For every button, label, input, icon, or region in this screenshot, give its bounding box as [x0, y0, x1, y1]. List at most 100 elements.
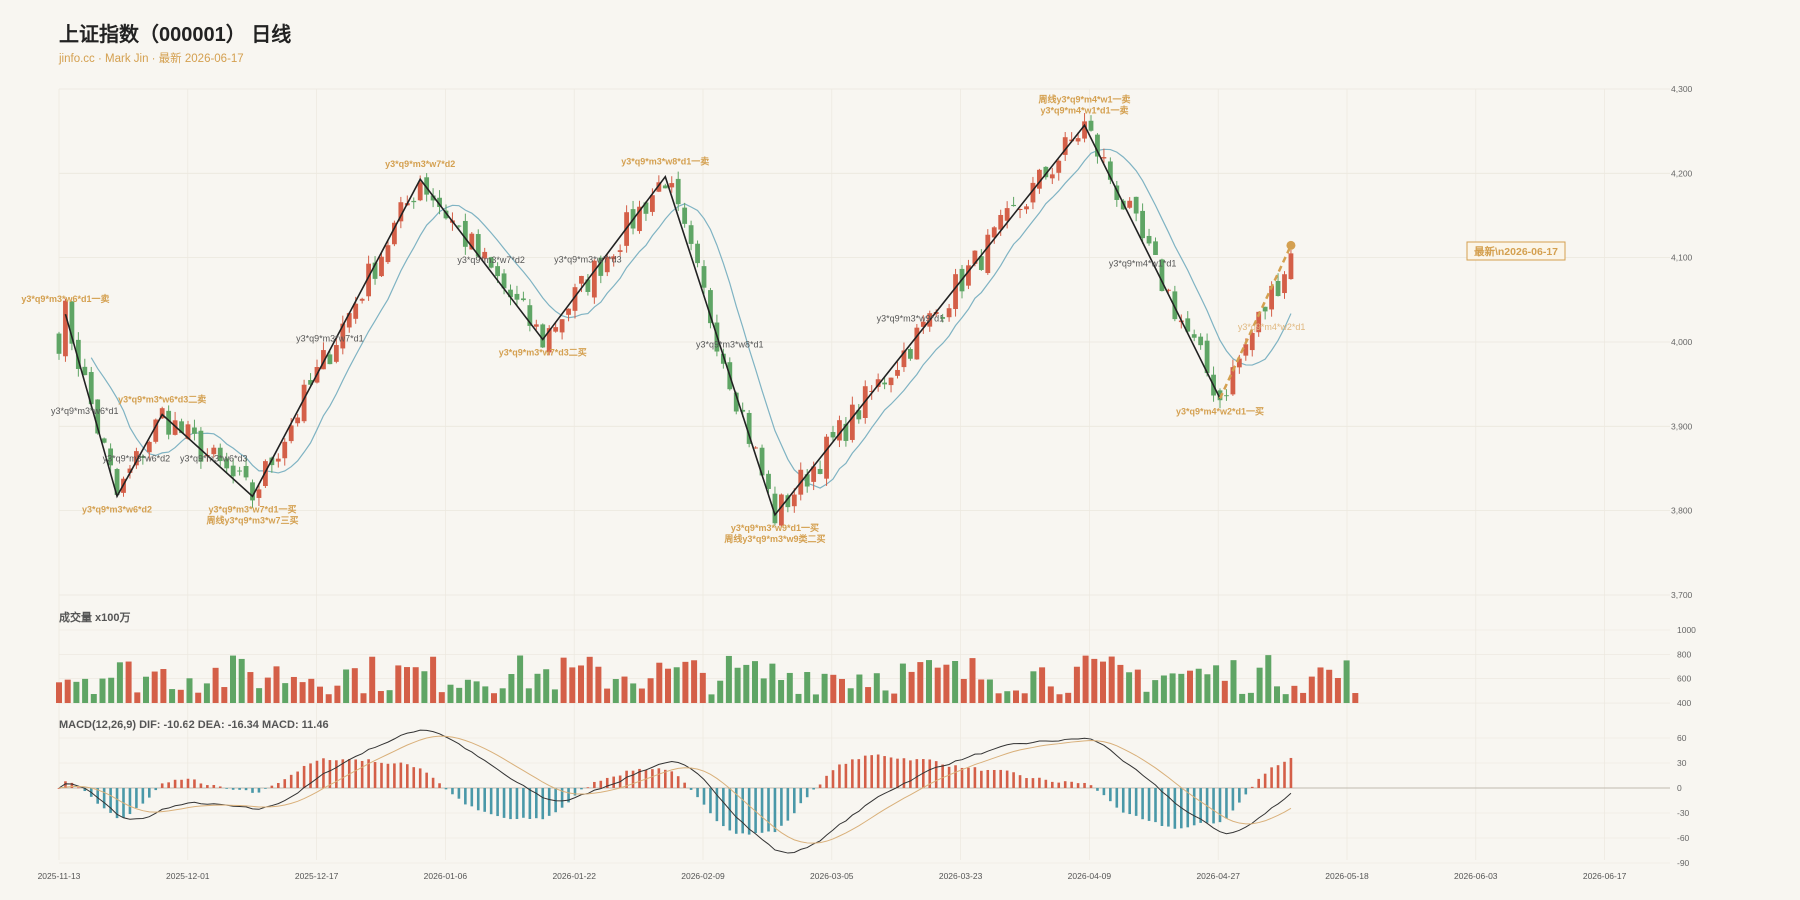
volume-bar — [186, 678, 193, 704]
candle-body — [301, 384, 307, 422]
volume-bar — [351, 668, 358, 704]
candle-body — [424, 177, 430, 195]
candle-body — [185, 424, 191, 439]
volume-bar — [334, 685, 341, 704]
macd-histogram-bar — [347, 759, 351, 788]
macd-histogram-bar — [515, 788, 519, 820]
candle-body — [662, 185, 668, 189]
candle-body — [772, 493, 778, 524]
candle-body — [243, 466, 249, 478]
macd-histogram-bar — [999, 769, 1002, 788]
annotation-label: y3*q9*m3*w8*d1 — [696, 340, 764, 350]
candle-body — [437, 197, 442, 207]
volume-tick-label: 1000 — [1677, 625, 1696, 635]
candle-body — [733, 392, 739, 412]
volume-bar — [421, 671, 428, 704]
volume-bar — [917, 662, 924, 704]
macd-histogram-bar — [180, 779, 183, 788]
volume-bar — [125, 661, 132, 704]
volume-bar — [734, 667, 741, 704]
volume-bar — [986, 679, 993, 704]
candle-body — [482, 251, 488, 259]
price-tick-label: 3,800 — [1671, 506, 1693, 516]
candle-body — [688, 225, 694, 244]
candle-body — [230, 465, 236, 477]
macd-histogram-bar — [128, 788, 132, 815]
candle-body — [1217, 390, 1223, 401]
macd-histogram-bar — [1283, 761, 1286, 788]
macd-histogram-bar — [747, 788, 751, 835]
candle-body — [475, 234, 481, 257]
axes: 4,300 4,200 4,100 4,000 3,900 3,800 3,700 2025-… — [38, 84, 1697, 881]
macd-histogram-bar — [109, 788, 112, 813]
candle-body — [888, 377, 894, 386]
candle-body — [379, 256, 384, 277]
volume-bar — [508, 674, 515, 704]
macd-histogram-bar — [1025, 778, 1028, 788]
candle-body — [611, 256, 617, 260]
macd-histogram-bar — [915, 759, 919, 788]
volume-bar — [543, 669, 550, 704]
volume-bar — [1274, 686, 1280, 704]
macd-histogram-bar — [1270, 767, 1273, 788]
candle-body — [75, 339, 81, 369]
macd-histogram-bar — [889, 757, 893, 788]
volume-bar — [1221, 680, 1228, 704]
macd-histogram-bar — [489, 788, 493, 815]
annotation-label: 周线y3*q9*m3*w9类二买 — [724, 533, 825, 544]
volume-title: 成交量 x100万 — [59, 610, 131, 624]
macd-histogram-bar — [1192, 788, 1196, 826]
volume-bar — [952, 660, 959, 704]
volume-bar — [960, 678, 967, 704]
volume-bar — [708, 694, 715, 704]
candle-body — [1101, 157, 1107, 159]
candle-body — [869, 391, 875, 393]
candle-body — [1043, 166, 1049, 178]
macd-histogram-bar — [367, 759, 370, 788]
candle-body — [327, 354, 333, 365]
macd-histogram-bar — [1263, 773, 1267, 788]
macd-histogram-bar — [1225, 788, 1228, 819]
volume-bar — [1021, 693, 1028, 704]
volume-bar — [1308, 676, 1315, 704]
volume-bar — [290, 676, 297, 704]
macd-histogram-bar — [148, 788, 151, 798]
candle-body — [804, 474, 810, 487]
macd-histogram-bar — [199, 783, 203, 788]
volume-bar — [1326, 669, 1333, 704]
macd-histogram-bar — [1257, 778, 1260, 788]
price-tick-label: 4,200 — [1671, 168, 1693, 178]
macd-histogram-bar — [1250, 786, 1254, 788]
macd-histogram-bar — [1147, 788, 1151, 821]
candle-body — [759, 447, 765, 476]
candle-body — [359, 298, 365, 301]
macd-histogram-bar — [1115, 788, 1119, 808]
candle-body — [1140, 210, 1145, 239]
volume-bar — [1256, 667, 1263, 704]
price-tick-label: 3,700 — [1671, 590, 1693, 600]
annotation-label: y3*q9*m4*w2*d1 — [1238, 322, 1306, 332]
candle-body — [908, 349, 913, 359]
candle-body — [1198, 336, 1204, 346]
volume-bar — [1352, 693, 1359, 704]
volume-bar — [647, 678, 654, 704]
annotation-label: y3*q9*m4*w1*d1一卖 — [1041, 104, 1129, 115]
macd-histogram-bar — [438, 783, 441, 788]
macd-histogram-bar — [909, 760, 912, 788]
candle-body — [134, 451, 139, 466]
candle-body — [1262, 306, 1268, 312]
moving-average — [90, 148, 1292, 489]
volume-bar — [1213, 665, 1220, 704]
volume-bar — [821, 673, 828, 704]
macd-histogram-bar — [980, 770, 983, 788]
volume-bar — [926, 660, 932, 704]
volume-bar — [604, 688, 611, 704]
macd-histogram-bar — [244, 788, 248, 791]
volume-tick-label: 800 — [1677, 649, 1691, 659]
macd-histogram-bar — [509, 788, 512, 820]
volume-bar — [369, 656, 376, 704]
candle-body — [643, 202, 649, 214]
volume-bar — [995, 693, 1002, 704]
candle-body — [224, 458, 230, 469]
macd-histogram-bar — [567, 788, 570, 803]
